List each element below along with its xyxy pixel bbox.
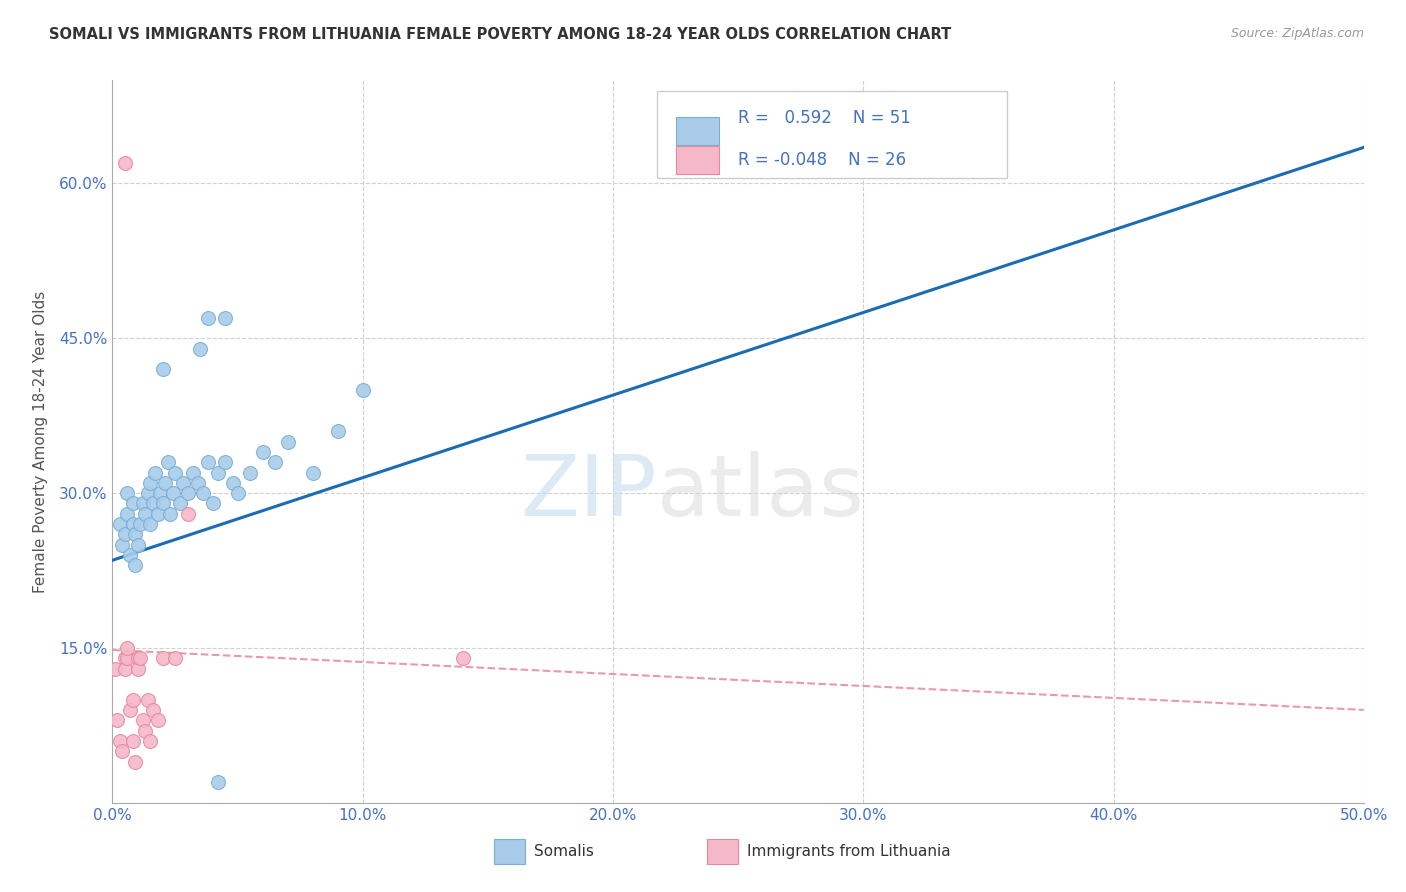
Point	[277, 434, 299, 449]
Point	[141, 496, 163, 510]
Point	[104, 662, 127, 676]
Point	[129, 651, 152, 665]
FancyBboxPatch shape	[707, 838, 738, 864]
Point	[201, 496, 224, 510]
Point	[124, 755, 146, 769]
Point	[152, 362, 174, 376]
Text: Somalis: Somalis	[534, 845, 595, 859]
Point	[121, 517, 143, 532]
Point	[108, 517, 131, 532]
Point	[197, 455, 219, 469]
Point	[131, 496, 153, 510]
Point	[221, 475, 243, 490]
Point	[129, 517, 152, 532]
Text: SOMALI VS IMMIGRANTS FROM LITHUANIA FEMALE POVERTY AMONG 18-24 YEAR OLDS CORRELA: SOMALI VS IMMIGRANTS FROM LITHUANIA FEMA…	[49, 27, 952, 42]
Point	[117, 640, 139, 655]
Point	[114, 651, 136, 665]
Point	[108, 734, 131, 748]
Point	[214, 310, 236, 325]
Point	[139, 475, 162, 490]
Point	[159, 507, 181, 521]
Text: R =   0.592    N = 51: R = 0.592 N = 51	[738, 109, 911, 127]
Point	[301, 466, 323, 480]
FancyBboxPatch shape	[675, 146, 720, 174]
Point	[163, 466, 186, 480]
Text: atlas: atlas	[657, 450, 865, 533]
Point	[153, 475, 176, 490]
Text: Immigrants from Lithuania: Immigrants from Lithuania	[747, 845, 950, 859]
Point	[163, 651, 186, 665]
Point	[162, 486, 184, 500]
Point	[127, 662, 149, 676]
Y-axis label: Female Poverty Among 18-24 Year Olds: Female Poverty Among 18-24 Year Olds	[32, 291, 48, 592]
Point	[188, 342, 211, 356]
Point	[131, 713, 153, 727]
Point	[136, 692, 159, 706]
Point	[118, 703, 141, 717]
Text: R = -0.048    N = 26: R = -0.048 N = 26	[738, 151, 907, 169]
Point	[117, 486, 139, 500]
Point	[124, 558, 146, 573]
Point	[127, 651, 149, 665]
Point	[121, 692, 143, 706]
Point	[134, 507, 156, 521]
Point	[136, 486, 159, 500]
Point	[111, 538, 134, 552]
Point	[139, 734, 162, 748]
Point	[207, 775, 229, 789]
Point	[111, 744, 134, 758]
Point	[214, 455, 236, 469]
Point	[191, 486, 214, 500]
Point	[169, 496, 191, 510]
Point	[141, 703, 163, 717]
FancyBboxPatch shape	[675, 118, 720, 145]
Text: Source: ZipAtlas.com: Source: ZipAtlas.com	[1230, 27, 1364, 40]
FancyBboxPatch shape	[494, 838, 526, 864]
Point	[146, 507, 169, 521]
Point	[181, 466, 204, 480]
Point	[239, 466, 262, 480]
Point	[114, 662, 136, 676]
Point	[152, 651, 174, 665]
Point	[107, 713, 129, 727]
Point	[134, 723, 156, 738]
Point	[176, 507, 198, 521]
Point	[226, 486, 249, 500]
Point	[156, 455, 179, 469]
Point	[176, 486, 198, 500]
Point	[451, 651, 474, 665]
Point	[172, 475, 194, 490]
Point	[127, 538, 149, 552]
Point	[124, 527, 146, 541]
Point	[121, 496, 143, 510]
Point	[264, 455, 287, 469]
Point	[118, 548, 141, 562]
Point	[197, 310, 219, 325]
FancyBboxPatch shape	[657, 91, 1007, 178]
Point	[152, 496, 174, 510]
Point	[117, 651, 139, 665]
Point	[117, 507, 139, 521]
Point	[187, 475, 209, 490]
Point	[252, 445, 274, 459]
Point	[114, 156, 136, 170]
Point	[139, 517, 162, 532]
Point	[207, 466, 229, 480]
Text: ZIP: ZIP	[520, 450, 657, 533]
Point	[149, 486, 172, 500]
Point	[121, 734, 143, 748]
Point	[352, 383, 374, 397]
Point	[143, 466, 166, 480]
Point	[326, 424, 349, 438]
Point	[146, 713, 169, 727]
Point	[114, 527, 136, 541]
